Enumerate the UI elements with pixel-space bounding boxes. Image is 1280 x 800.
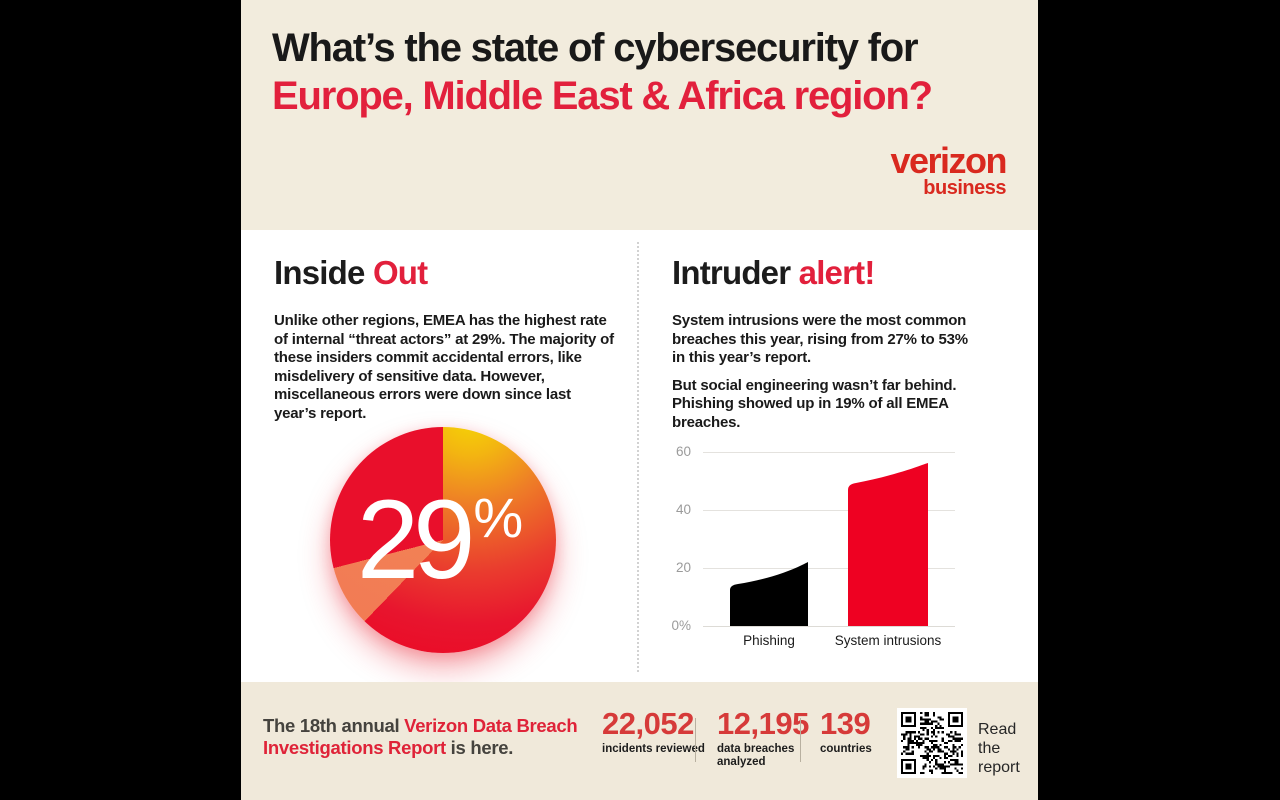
system-intrusions-bar [848, 463, 928, 626]
page-title-line1: What’s the state of cybersecurity for [272, 26, 919, 70]
verizon-wordmark: verizon [890, 140, 1007, 181]
report-intro-prefix: The 18th annual [263, 715, 405, 736]
phishing-bar [730, 562, 808, 626]
stat-countries-value: 139 [820, 706, 871, 741]
intruder-alert-heading: Intruder alert! [672, 254, 875, 292]
report-intro-text: The 18th annual Verizon Data Breach Inve… [263, 715, 593, 759]
footer-band: The 18th annual Verizon Data Breach Inve… [241, 682, 1038, 800]
stat-countries-label: countries [820, 743, 872, 755]
report-intro-highlight: Verizon Data Breach Investigations Repor… [263, 715, 578, 758]
inside-out-body: Unlike other regions, EMEA has the highe… [274, 312, 614, 422]
header-band: What’s the state of cybersecurity for Eur… [241, 0, 1038, 230]
intruder-alert-heading-black: Intruder [672, 254, 799, 291]
stat-breaches-value: 12,195 [717, 706, 809, 741]
x-label-system-intrusions: System intrusions [834, 633, 942, 648]
internal-actors-pie-chart: 29 % [330, 427, 556, 653]
column-divider [637, 242, 639, 672]
report-intro-suffix: is here. [445, 737, 514, 758]
inside-out-heading-black: Inside [274, 254, 373, 291]
intruder-alert-heading-red: alert! [798, 254, 876, 291]
qr-code[interactable] [897, 708, 967, 778]
pie-percentage-label: 29 % [357, 484, 523, 596]
stat-data-breaches: 12,195 data breaches analyzed [717, 706, 809, 769]
y-axis-tick-40: 40 [675, 502, 691, 517]
gridline-40 [703, 510, 955, 511]
stat-countries: 139 countries [820, 708, 872, 756]
pie-percentage-number: 29 [356, 477, 476, 602]
intruder-alert-paragraph-2: But social engineering wasn’t far behind… [672, 376, 957, 431]
business-wordmark: business [923, 177, 1006, 199]
page-title-line2: Europe, Middle East & Africa region? [272, 74, 933, 118]
stat-incidents-label: incidents reviewed [602, 743, 705, 755]
stat-divider-2 [800, 718, 801, 762]
stat-divider-1 [695, 718, 696, 762]
gridline-20 [703, 568, 955, 569]
intruder-alert-body: System intrusions were the most common b… [672, 312, 972, 432]
gridline-60 [703, 452, 955, 453]
y-axis-tick-20: 20 [675, 560, 691, 575]
inside-out-heading: Inside Out [274, 254, 428, 292]
gridline-0 [703, 626, 955, 627]
stat-breaches-label: data breaches analyzed [717, 743, 795, 768]
read-the-report-label: Read the report [978, 721, 1020, 776]
stat-incidents-reviewed: 22,052 incidents reviewed [602, 708, 705, 756]
pie-percentage-unit: % [473, 486, 524, 549]
page-title: What’s the state of cybersecurity for Eur… [272, 24, 933, 120]
y-axis-tick-0: 0% [671, 618, 691, 633]
infographic-canvas: What’s the state of cybersecurity for Eur… [241, 0, 1038, 800]
inside-out-heading-red: Out [372, 254, 428, 291]
intruder-alert-paragraph-1: System intrusions were the most common b… [672, 312, 968, 366]
x-label-phishing: Phishing [743, 633, 795, 648]
stat-incidents-value: 22,052 [602, 706, 694, 741]
verizon-business-logo: verizon business [890, 140, 1007, 199]
y-axis-tick-60: 60 [675, 444, 691, 459]
